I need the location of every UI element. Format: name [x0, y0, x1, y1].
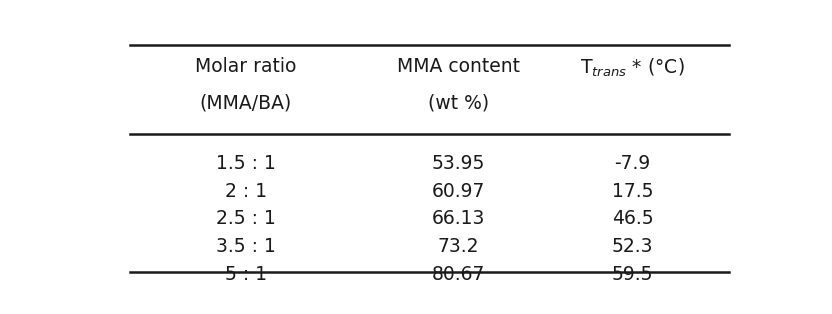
- Text: 3.5 : 1: 3.5 : 1: [216, 237, 275, 256]
- Text: 53.95: 53.95: [432, 154, 485, 173]
- Text: T$_{trans}$ * (°C): T$_{trans}$ * (°C): [581, 57, 685, 79]
- Text: MMA content: MMA content: [397, 57, 520, 76]
- Text: 1.5 : 1: 1.5 : 1: [216, 154, 275, 173]
- Text: 66.13: 66.13: [432, 209, 485, 228]
- Text: 46.5: 46.5: [612, 209, 654, 228]
- Text: 52.3: 52.3: [612, 237, 653, 256]
- Text: 73.2: 73.2: [438, 237, 479, 256]
- Text: 60.97: 60.97: [432, 181, 485, 201]
- Text: Molar ratio: Molar ratio: [196, 57, 296, 76]
- Text: 2 : 1: 2 : 1: [225, 181, 267, 201]
- Text: (MMA/BA): (MMA/BA): [200, 93, 292, 112]
- Text: 5 : 1: 5 : 1: [225, 265, 267, 284]
- Text: 2.5 : 1: 2.5 : 1: [216, 209, 275, 228]
- Text: 59.5: 59.5: [612, 265, 653, 284]
- Text: 80.67: 80.67: [432, 265, 485, 284]
- Text: (wt %): (wt %): [428, 93, 489, 112]
- Text: -7.9: -7.9: [615, 154, 651, 173]
- Text: 17.5: 17.5: [612, 181, 653, 201]
